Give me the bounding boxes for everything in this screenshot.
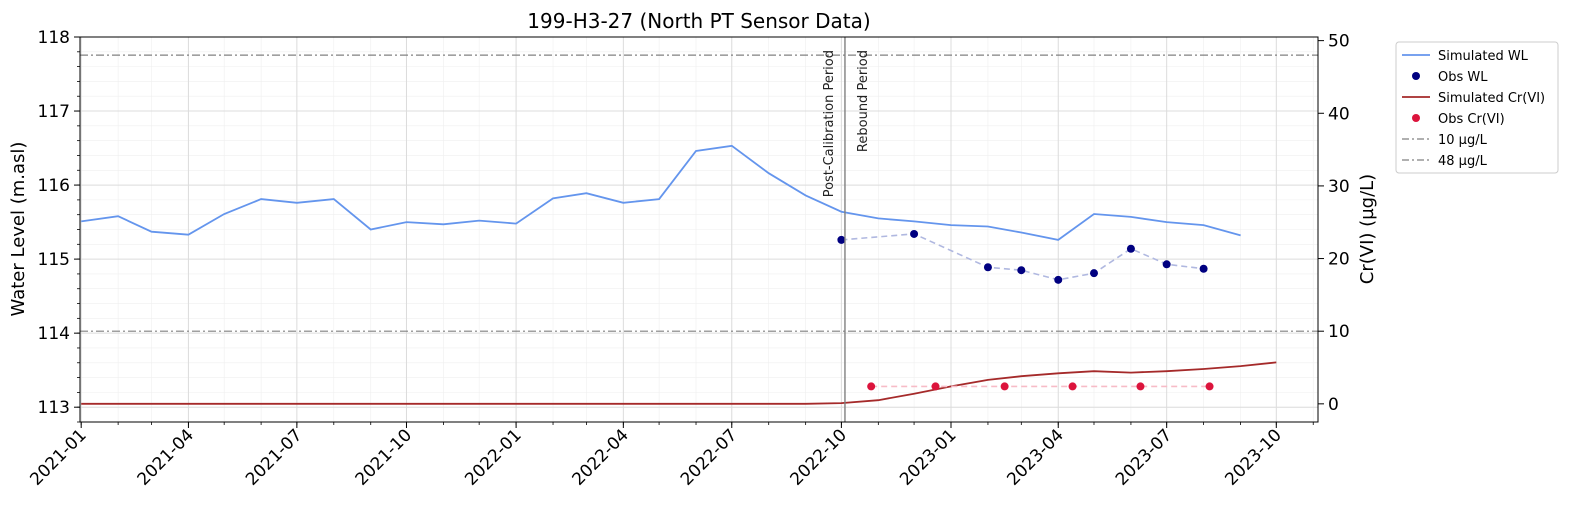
series-point xyxy=(1126,244,1135,253)
x-tick-label: 2023-04 xyxy=(1003,425,1067,489)
y2-tick-label: 30 xyxy=(1328,177,1350,197)
legend-swatch xyxy=(1412,72,1420,80)
series-point xyxy=(983,263,992,272)
x-tick-label: 2021-07 xyxy=(242,425,306,489)
x-tick-label: 2023-10 xyxy=(1221,425,1285,489)
series-point xyxy=(1199,264,1208,273)
x-tick-label: 2021-04 xyxy=(134,425,198,489)
series-point xyxy=(1000,382,1009,391)
x-tick-label: 2022-01 xyxy=(461,425,525,489)
rebound-label: Rebound Period xyxy=(856,50,871,152)
y-axis-title: Water Level (m.asl) xyxy=(8,142,29,317)
legend-label: Simulated WL xyxy=(1438,49,1529,64)
series-point xyxy=(867,382,876,391)
x-tick-label: 2021-10 xyxy=(352,425,416,489)
period-divider: Post-Calibration Period Rebound Period xyxy=(822,37,871,422)
threshold-lines xyxy=(80,54,1318,332)
y-tick-label: 113 xyxy=(38,398,70,418)
y-tick-label: 116 xyxy=(38,176,70,196)
legend-label: 48 µg/L xyxy=(1438,154,1488,169)
y2-tick-label: 20 xyxy=(1328,250,1350,270)
series-line xyxy=(81,361,1277,405)
series-layer xyxy=(81,144,1277,405)
x-tick-label: 2022-10 xyxy=(787,425,851,489)
y2-tick-label: 50 xyxy=(1328,32,1350,52)
y-tick-label: 118 xyxy=(38,28,70,48)
legend-label: Simulated Cr(VI) xyxy=(1438,91,1545,106)
y-tick-label: 115 xyxy=(38,250,70,270)
series-point xyxy=(1089,269,1098,278)
series-point xyxy=(1017,266,1026,275)
series-point xyxy=(1162,260,1171,269)
x-tick-label: 2023-01 xyxy=(896,425,960,489)
legend-label: 10 µg/L xyxy=(1438,133,1488,148)
legend: Simulated WL Obs WL Simulated Cr(VI) Obs Cr… xyxy=(1395,41,1559,174)
x-tick-label: 2022-07 xyxy=(677,425,741,489)
series-point xyxy=(910,229,919,238)
y2-axis-title: Cr(VI) (µg/L) xyxy=(1357,174,1378,284)
series-point xyxy=(1205,382,1214,391)
series-point xyxy=(1054,275,1063,284)
y-tick-label: 117 xyxy=(38,102,70,122)
x-tick-label: 2022-04 xyxy=(569,425,633,489)
y2-tick-label: 0 xyxy=(1328,395,1339,415)
chart-title: 199-H3-27 (North PT Sensor Data) xyxy=(527,9,870,33)
x-tick-label: 2021-01 xyxy=(26,425,90,489)
series-point xyxy=(1136,382,1145,391)
legend-box xyxy=(1395,41,1559,174)
legend-swatch xyxy=(1412,114,1420,122)
series-point xyxy=(1068,382,1077,391)
y-tick-label: 114 xyxy=(38,324,70,344)
y2-tick-label: 10 xyxy=(1328,322,1350,342)
series-point xyxy=(837,235,846,244)
legend-label: Obs WL xyxy=(1438,70,1488,85)
x-tick-label: 2023-07 xyxy=(1112,425,1176,489)
y2-tick-label: 40 xyxy=(1328,104,1350,124)
legend-label: Obs Cr(VI) xyxy=(1438,112,1505,127)
post-calibration-label: Post-Calibration Period xyxy=(822,50,837,197)
series-point xyxy=(931,382,940,391)
grid xyxy=(80,36,1318,423)
series-line xyxy=(81,144,1241,241)
